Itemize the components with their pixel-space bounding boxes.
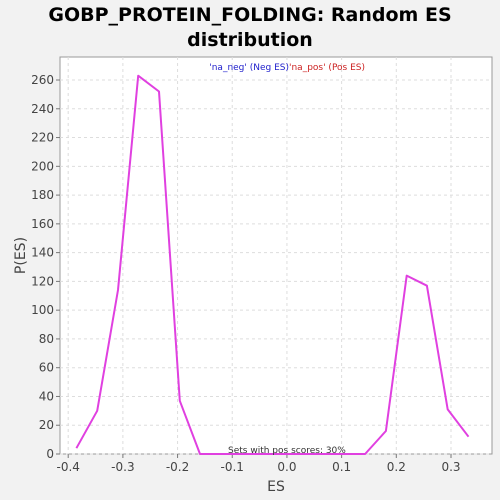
y-axis-label: P(ES) xyxy=(13,237,29,274)
y-tick-label: 20 xyxy=(39,418,54,432)
x-tick-label: 0.2 xyxy=(387,460,406,474)
x-tick-label: -0.1 xyxy=(221,460,244,474)
y-tick-label: 40 xyxy=(39,389,54,403)
y-tick-label: 240 xyxy=(31,102,54,116)
chart-title: GOBP_PROTEIN_FOLDING: Random ES distribu… xyxy=(48,4,452,51)
y-tick-label: 120 xyxy=(31,274,54,288)
pos-scores-annotation: Sets with pos scores: 30% xyxy=(228,446,346,456)
x-tick-label: 0.0 xyxy=(277,460,296,474)
y-tick-label: 0 xyxy=(46,447,54,461)
y-axis-ticks: 0 20 40 60 80 100 120 140 160 180 200 220 240 260 xyxy=(31,73,60,461)
legend-entry-pos: 'na_pos' (Pos ES) xyxy=(289,63,365,73)
series-group xyxy=(75,74,470,455)
x-tick-label: -0.2 xyxy=(166,460,189,474)
y-tick-label: 160 xyxy=(31,217,54,231)
plot-area xyxy=(59,56,493,455)
y-tick-label: 220 xyxy=(31,131,54,145)
y-tick-label: 260 xyxy=(31,73,54,87)
x-tick-label: -0.4 xyxy=(56,460,79,474)
series-line xyxy=(75,74,470,455)
x-tick-label: 0.1 xyxy=(332,460,351,474)
x-axis-ticks: -0.4 -0.3 -0.2 -0.1 0.0 0.1 0.2 0.3 xyxy=(56,454,461,474)
y-tick-label: 60 xyxy=(39,361,54,375)
y-tick-label: 180 xyxy=(31,188,54,202)
y-tick-label: 100 xyxy=(31,303,54,317)
x-tick-label: -0.3 xyxy=(111,460,134,474)
x-axis-label: ES xyxy=(267,479,285,495)
y-tick-label: 140 xyxy=(31,246,54,260)
y-tick-label: 200 xyxy=(31,159,54,173)
x-tick-label: 0.3 xyxy=(441,460,460,474)
y-tick-label: 80 xyxy=(39,332,54,346)
legend-entry-neg: 'na_neg' (Neg ES) xyxy=(209,63,289,73)
